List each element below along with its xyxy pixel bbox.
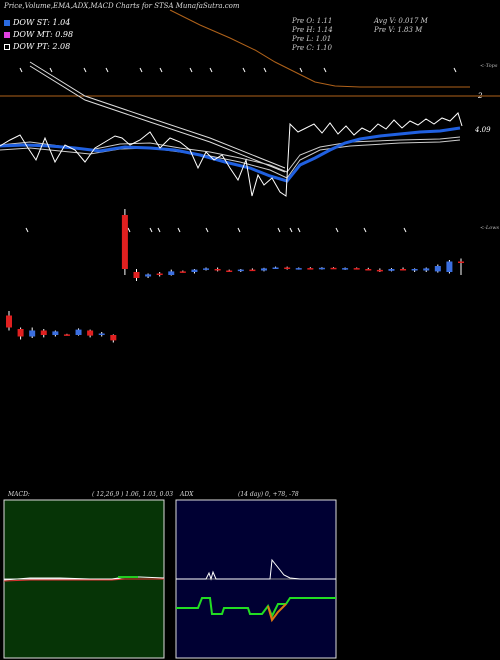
candle-body xyxy=(446,261,453,272)
candle-body xyxy=(133,272,140,278)
candle-body xyxy=(458,261,464,263)
candle-body xyxy=(75,329,82,335)
lows-ticks xyxy=(25,227,407,233)
macd-title: MACD: xyxy=(8,491,30,498)
candle-body xyxy=(365,269,372,271)
candle-body xyxy=(226,270,233,272)
candle-body xyxy=(400,269,407,271)
dow-mt-label: DOW MT: 0.98 xyxy=(13,30,74,39)
page-title: Price,Volume,EMA,ADX,MACD Charts for STS… xyxy=(4,2,240,10)
candle-body xyxy=(191,269,198,272)
macd-params: ( 12,26,9 ) 1.06, 1.03, 0.03 xyxy=(92,491,174,498)
lows-label: <-Lows xyxy=(480,225,500,231)
candle-body xyxy=(87,330,94,336)
adx-params: (14 day) 0, +78, -78 xyxy=(238,491,299,498)
macd-histogram xyxy=(118,576,138,578)
dow-st-swatch xyxy=(4,20,10,26)
adx-line xyxy=(176,558,336,581)
candle-body xyxy=(110,335,117,341)
ema-white-b xyxy=(29,65,286,173)
tops-label: <-Tops xyxy=(480,63,498,69)
ema-blue-line xyxy=(0,126,461,183)
macd-signal-line xyxy=(3,578,164,582)
dow-pt-swatch xyxy=(4,44,10,50)
dow-mt-swatch xyxy=(4,32,10,38)
candle-body xyxy=(295,268,302,270)
candle-body xyxy=(376,269,383,272)
candle-body xyxy=(156,273,163,275)
candle-body xyxy=(40,330,47,335)
pre-close: Pre C: 1.10 xyxy=(292,44,332,52)
candle-body xyxy=(203,268,210,270)
candle-body xyxy=(423,268,430,271)
avg-volume: Avg V: 0.017 M xyxy=(374,17,428,25)
candle-body xyxy=(6,315,12,328)
pre-open: Pre O: 1.11 xyxy=(292,17,333,25)
ema-long-line xyxy=(169,9,470,88)
legend-dow-mt: DOW MT: 0.98 xyxy=(4,30,73,39)
dow-pt-label: DOW PT: 2.08 xyxy=(13,42,71,51)
candle-body xyxy=(17,329,24,337)
candle-body xyxy=(98,333,105,335)
adx-minus-di-line xyxy=(267,603,287,623)
candle-body xyxy=(168,271,175,275)
tops-ticks xyxy=(19,67,457,73)
candle-body xyxy=(52,331,59,335)
candle-body xyxy=(353,268,360,270)
adx-title: ADX xyxy=(180,491,194,498)
level-409-label: 4.09 xyxy=(475,126,491,134)
dow-st-label: DOW ST: 1.04 xyxy=(13,18,71,27)
candle-body xyxy=(307,268,314,270)
candle-body xyxy=(145,274,152,277)
pre-volume: Pre V: 1.83 M xyxy=(374,26,423,34)
candle-body xyxy=(237,269,244,272)
ema-white-d xyxy=(0,139,461,179)
candle-body xyxy=(29,330,36,337)
candle-body xyxy=(63,334,70,336)
pre-low: Pre L: 1.01 xyxy=(292,35,332,43)
candle-body xyxy=(121,215,128,269)
candle-body xyxy=(388,269,395,271)
ema-white-a xyxy=(29,61,286,169)
candles-group xyxy=(6,209,464,343)
pre-high: Pre H: 1.14 xyxy=(292,26,333,34)
candle-body xyxy=(411,269,418,271)
legend-dow-st: DOW ST: 1.04 xyxy=(4,18,70,27)
candle-body xyxy=(342,268,349,270)
candle-body xyxy=(272,267,279,269)
ema-white-c xyxy=(0,136,461,173)
candle-body xyxy=(284,267,291,269)
candle-body xyxy=(249,269,256,272)
candle-body xyxy=(179,271,186,273)
candle-body xyxy=(318,267,325,270)
candle-body xyxy=(214,269,221,271)
candle-body xyxy=(260,268,267,271)
adx-plus-di-line xyxy=(176,597,336,619)
candle-body xyxy=(434,266,441,272)
candle-body xyxy=(330,267,337,270)
legend-dow-pt: DOW PT: 2.08 xyxy=(4,42,70,51)
price-line xyxy=(0,112,463,197)
